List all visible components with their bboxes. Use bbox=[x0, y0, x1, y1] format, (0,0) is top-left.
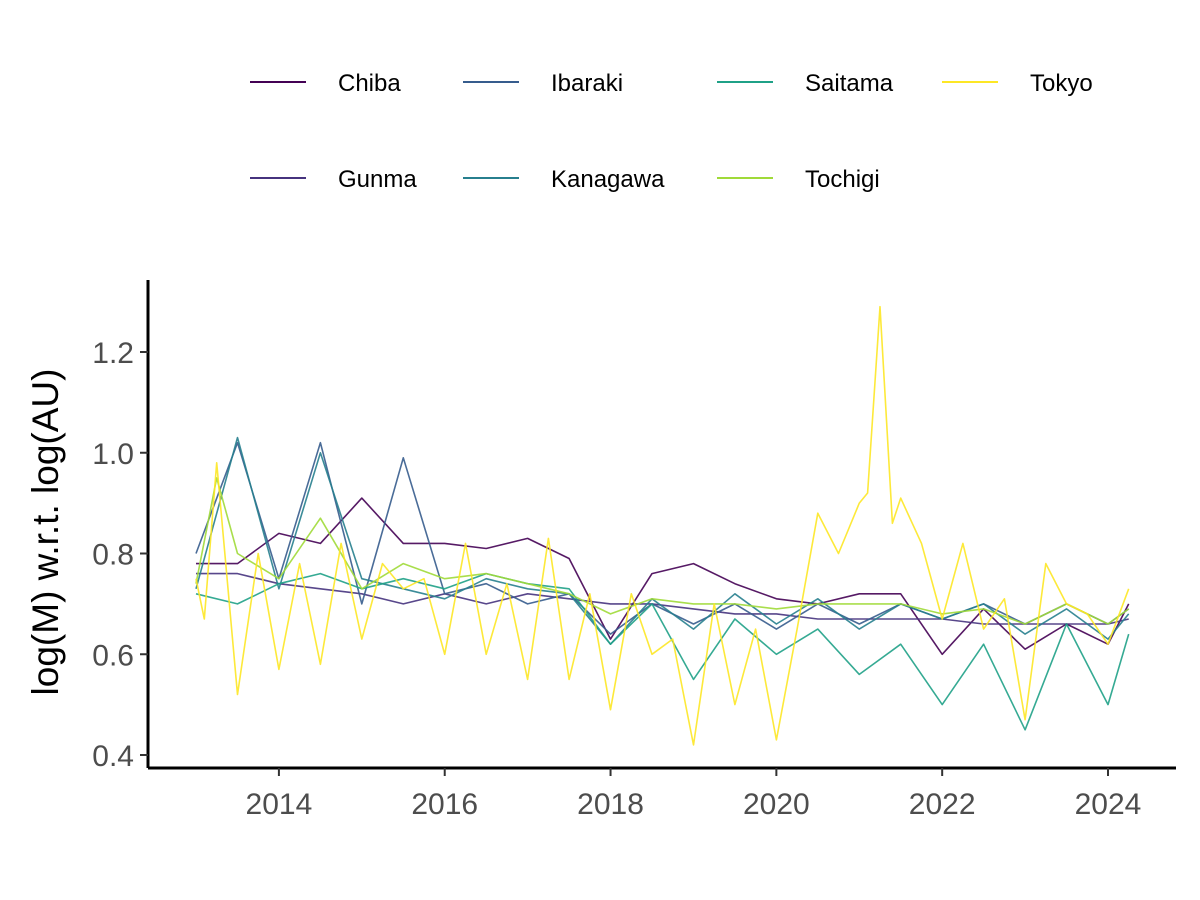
y-tick-label: 1.2 bbox=[92, 337, 134, 370]
y-tick-label: 0.4 bbox=[92, 740, 134, 773]
legend-label: Chiba bbox=[338, 70, 401, 97]
legend-item-kanagawa: Kanagawa bbox=[463, 166, 665, 193]
x-tick-label: 2014 bbox=[246, 788, 313, 821]
series-line-tochigi bbox=[195, 477, 1130, 625]
legend-label: Kanagawa bbox=[551, 166, 665, 193]
legend-label: Tochigi bbox=[805, 166, 880, 193]
y-ticks: 0.4 0.6 0.8 1.0 1.2 bbox=[92, 337, 148, 773]
x-ticks: 2014 2016 2018 2020 2022 2024 bbox=[246, 768, 1142, 821]
plot-area: 2014 2016 2018 2020 2022 2024 0.4 0.6 0.8 1.0 1.2 bbox=[92, 280, 1176, 821]
series-line-chiba bbox=[196, 497, 1130, 656]
series-layer bbox=[195, 305, 1130, 746]
x-tick-label: 2022 bbox=[909, 788, 976, 821]
legend-label: Saitama bbox=[805, 70, 894, 97]
legend-item-tochigi: Tochigi bbox=[717, 166, 880, 193]
legend-item-saitama: Saitama bbox=[717, 70, 894, 97]
x-tick-label: 2016 bbox=[411, 788, 478, 821]
y-tick-label: 0.6 bbox=[92, 639, 134, 672]
legend-label: Gunma bbox=[338, 166, 417, 193]
legend-item-gunma: Gunma bbox=[250, 166, 417, 193]
legend-label: Tokyo bbox=[1030, 70, 1093, 97]
series-line-tokyo bbox=[195, 305, 1130, 746]
x-tick-label: 2018 bbox=[577, 788, 644, 821]
y-tick-label: 0.8 bbox=[92, 539, 134, 572]
legend-label: Ibaraki bbox=[551, 70, 623, 97]
y-axis-title: log(M) w.r.t. log(AU) bbox=[25, 369, 66, 696]
legend-item-ibaraki: Ibaraki bbox=[463, 70, 623, 97]
legend-item-tokyo: Tokyo bbox=[942, 70, 1093, 97]
series-line-gunma bbox=[196, 572, 1129, 625]
y-tick-label: 1.0 bbox=[92, 438, 134, 471]
x-tick-label: 2024 bbox=[1075, 788, 1142, 821]
legend-item-chiba: Chiba bbox=[250, 70, 401, 97]
series-line-kanagawa bbox=[195, 436, 1130, 646]
x-tick-label: 2020 bbox=[743, 788, 810, 821]
legend: Chiba Gunma Ibaraki Kanagawa Saitama Tochigi T… bbox=[250, 70, 1093, 193]
